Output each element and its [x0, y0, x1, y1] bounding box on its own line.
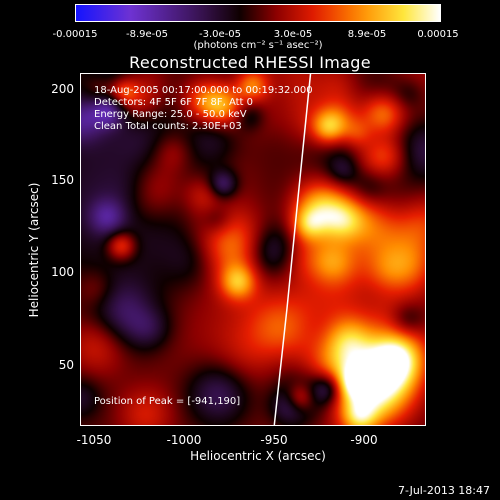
y-tick-label: 150: [51, 173, 74, 187]
colorbar-tick: 3.0e-05: [273, 29, 313, 40]
y-tick-label: 100: [51, 265, 74, 279]
colorbar-tick: -3.0e-05: [199, 29, 241, 40]
y-tick-label: 50: [58, 358, 74, 372]
x-tick-label: -900: [350, 433, 378, 447]
heatmap-image: [80, 73, 425, 425]
colorbar: [75, 4, 441, 22]
colorbar-tick: 0.00015: [417, 29, 459, 40]
annotation-energy-range: Energy Range: 25.0 - 50.0 keV: [94, 109, 247, 120]
render-date: 7-Jul-2013 18:47: [398, 484, 491, 497]
colorbar-units: (photons cm⁻² s⁻¹ asec⁻²): [193, 40, 323, 51]
x-axis-label: Heliocentric X (arcsec): [190, 449, 326, 463]
annotation-detectors: Detectors: 4F 5F 6F 7F 8F, Att 0: [94, 97, 254, 108]
colorbar-tick: -0.00015: [52, 29, 98, 40]
annotation-time-range: 18-Aug-2005 00:17:00.000 to 00:19:32.000: [94, 85, 313, 96]
y-tick-label: 200: [51, 82, 74, 96]
colorbar-tick: -8.9e-05: [126, 29, 168, 40]
chart-title: Reconstructed RHESSI Image: [129, 53, 371, 72]
x-tick-label: -1050: [76, 433, 112, 447]
colorbar-tick: 8.9e-05: [347, 29, 387, 40]
annotation-clean-counts: Clean Total counts: 2.30E+03: [94, 121, 242, 132]
solar-limb-line: [273, 73, 312, 425]
peak-position-label: Position of Peak = [-941,190]: [94, 396, 241, 407]
y-axis-label: Heliocentric Y (arcsec): [27, 182, 41, 318]
x-tick-label: -950: [260, 433, 288, 447]
solar-limb-curve: [273, 73, 312, 425]
x-tick-label: -1000: [166, 433, 202, 447]
